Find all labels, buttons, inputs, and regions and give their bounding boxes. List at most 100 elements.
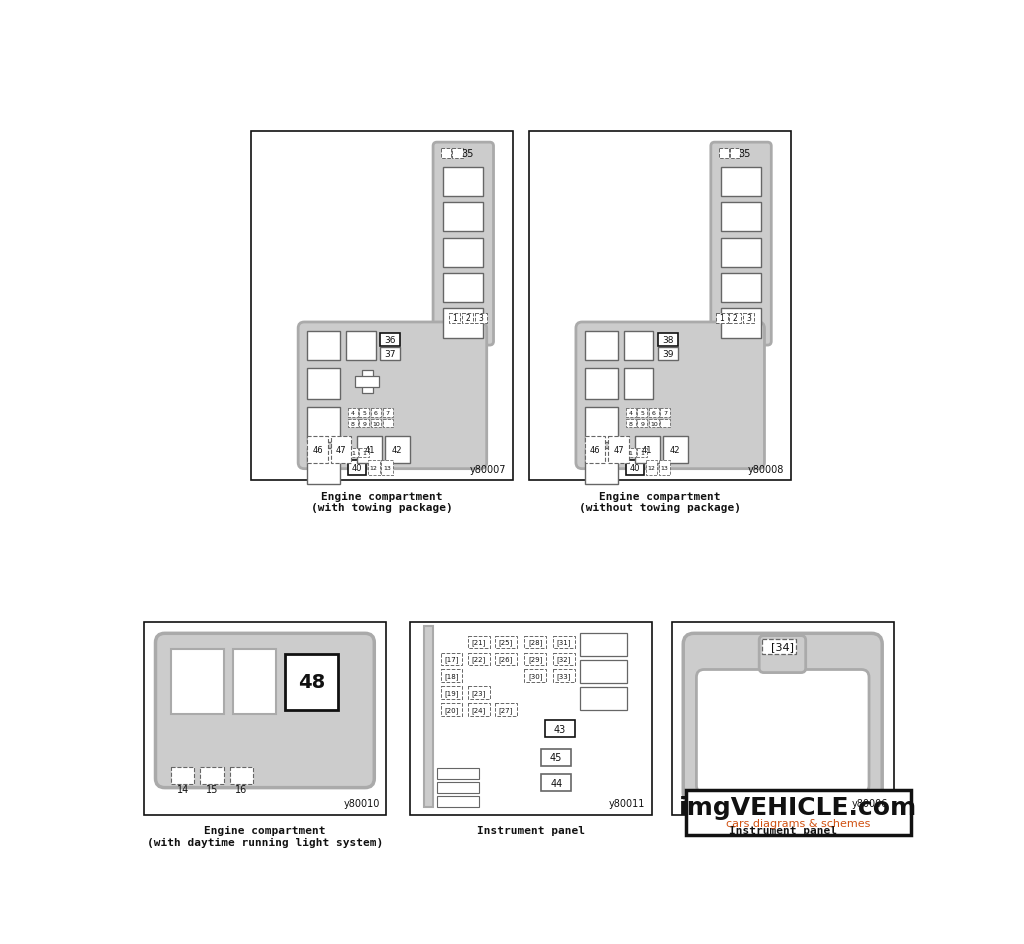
Bar — [355, 377, 379, 387]
Bar — [658, 348, 678, 362]
Bar — [546, 720, 574, 737]
Text: 12: 12 — [647, 465, 655, 470]
Bar — [443, 168, 483, 197]
Text: [27]: [27] — [499, 706, 513, 713]
FancyBboxPatch shape — [696, 670, 869, 793]
Text: 46: 46 — [312, 446, 323, 454]
Text: 42: 42 — [392, 446, 402, 454]
Bar — [721, 239, 761, 267]
Bar — [380, 333, 400, 346]
Text: 16: 16 — [236, 784, 248, 794]
Bar — [719, 149, 729, 160]
Bar — [646, 461, 657, 476]
Bar — [383, 409, 392, 417]
Bar — [626, 409, 636, 417]
Text: [23]: [23] — [471, 689, 486, 697]
Bar — [251, 131, 513, 480]
Text: 6: 6 — [652, 411, 655, 415]
Bar — [230, 767, 253, 784]
FancyBboxPatch shape — [575, 323, 765, 469]
Text: 7: 7 — [664, 411, 668, 415]
Bar — [649, 419, 658, 428]
Text: y80010: y80010 — [343, 799, 380, 809]
Text: 1: 1 — [362, 450, 367, 456]
Bar — [331, 437, 351, 463]
Text: [18]: [18] — [444, 672, 459, 680]
Text: 41: 41 — [642, 446, 652, 454]
Text: 8: 8 — [351, 421, 354, 427]
Text: Engine compartment
(with daytime running light system): Engine compartment (with daytime running… — [146, 825, 383, 847]
Bar — [359, 448, 370, 457]
Text: 37: 37 — [385, 350, 396, 359]
Bar — [475, 313, 486, 324]
Bar — [424, 626, 433, 807]
Text: 48: 48 — [298, 673, 325, 692]
Text: [34]: [34] — [771, 642, 794, 651]
Bar — [307, 369, 340, 399]
Text: 2: 2 — [733, 314, 737, 323]
Text: 5: 5 — [640, 411, 644, 415]
Text: Engine compartment
(without towing package): Engine compartment (without towing packa… — [579, 491, 740, 513]
Text: Instrument panel: Instrument panel — [729, 825, 837, 835]
Bar — [437, 796, 479, 807]
FancyBboxPatch shape — [156, 633, 375, 788]
Text: [32]: [32] — [557, 656, 571, 663]
Text: 3: 3 — [745, 314, 751, 323]
Text: 2: 2 — [465, 314, 470, 323]
Bar — [143, 622, 386, 815]
Bar — [553, 670, 574, 683]
Bar — [581, 633, 627, 657]
Bar — [542, 774, 571, 791]
Text: Instrument panel: Instrument panel — [477, 825, 585, 835]
Bar — [449, 313, 460, 324]
Text: 13: 13 — [660, 465, 669, 470]
Text: [21]: [21] — [471, 639, 486, 646]
Bar — [626, 461, 644, 476]
Text: 10: 10 — [372, 421, 380, 427]
Text: [33]: [33] — [557, 672, 571, 680]
Bar — [721, 274, 761, 303]
Bar — [357, 437, 382, 463]
Bar — [443, 203, 483, 232]
Text: 3: 3 — [478, 314, 483, 323]
Bar — [524, 653, 546, 666]
Bar — [371, 409, 381, 417]
Text: 39: 39 — [663, 350, 674, 359]
Text: 13: 13 — [383, 465, 391, 470]
FancyBboxPatch shape — [433, 143, 494, 346]
Text: [29]: [29] — [528, 656, 543, 663]
Text: 10: 10 — [650, 421, 657, 427]
Text: 14: 14 — [176, 784, 188, 794]
Bar — [443, 239, 483, 267]
Text: 45: 45 — [550, 752, 562, 763]
Text: 35: 35 — [738, 149, 752, 160]
Bar — [528, 131, 791, 480]
Text: 38: 38 — [663, 335, 674, 345]
Bar — [553, 636, 574, 649]
Bar — [637, 409, 647, 417]
Bar — [468, 703, 489, 716]
Bar — [495, 653, 517, 666]
Bar — [285, 654, 338, 710]
Bar — [368, 461, 380, 476]
Text: 46: 46 — [590, 446, 601, 454]
Bar — [585, 437, 605, 463]
Text: 9: 9 — [640, 421, 644, 427]
Text: [17]: [17] — [444, 656, 459, 663]
Text: 4: 4 — [629, 411, 633, 415]
Bar — [462, 313, 473, 324]
Bar — [348, 461, 367, 476]
Bar — [201, 767, 223, 784]
Bar — [443, 309, 483, 338]
Text: imgVEHICLE.com: imgVEHICLE.com — [679, 795, 918, 819]
Text: [22]: [22] — [472, 656, 485, 663]
Text: 36: 36 — [385, 335, 396, 345]
Bar — [495, 636, 517, 649]
Text: [26]: [26] — [499, 656, 513, 663]
Bar — [715, 319, 767, 338]
Bar — [348, 448, 357, 457]
Bar — [468, 686, 489, 699]
Bar — [495, 703, 517, 716]
Bar — [716, 313, 728, 324]
Bar — [171, 767, 195, 784]
